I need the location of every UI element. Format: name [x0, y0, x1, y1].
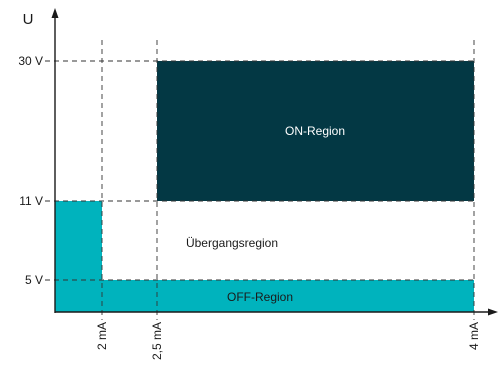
y-axis-label: U	[23, 11, 34, 28]
axes	[54, 14, 492, 313]
on-region	[157, 61, 474, 201]
x-tick-2ma: 2 mA	[95, 322, 109, 350]
guide-lines	[45, 40, 475, 320]
y-tick-30v: 30 V	[18, 54, 43, 68]
x-tick-4ma: 4 mA	[467, 322, 481, 350]
y-tick-5v: 5 V	[25, 273, 43, 287]
y-axis-arrowhead	[51, 8, 59, 18]
transition-region-label: Übergangsregion	[186, 236, 278, 250]
off-region-left-block	[55, 201, 102, 312]
x-tick-2-5ma: 2,5 mA	[150, 322, 164, 360]
off-region-label: OFF-Region	[227, 290, 293, 304]
off-region-low-band	[55, 280, 474, 312]
on-region-label: ON-Region	[285, 124, 345, 138]
x-axis-arrowhead	[488, 308, 498, 316]
y-tick-11v: 11 V	[19, 194, 43, 208]
